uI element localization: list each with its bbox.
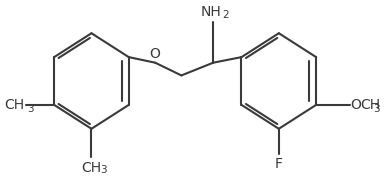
Text: 3: 3	[101, 165, 107, 175]
Text: CH: CH	[4, 98, 24, 112]
Text: 3: 3	[373, 104, 380, 114]
Text: 3: 3	[27, 104, 34, 114]
Text: O: O	[351, 98, 361, 112]
Text: CH: CH	[360, 98, 380, 112]
Text: NH: NH	[201, 5, 222, 19]
Text: CH: CH	[81, 161, 101, 175]
Text: O: O	[150, 47, 161, 61]
Text: F: F	[275, 157, 283, 171]
Text: 2: 2	[222, 10, 229, 20]
